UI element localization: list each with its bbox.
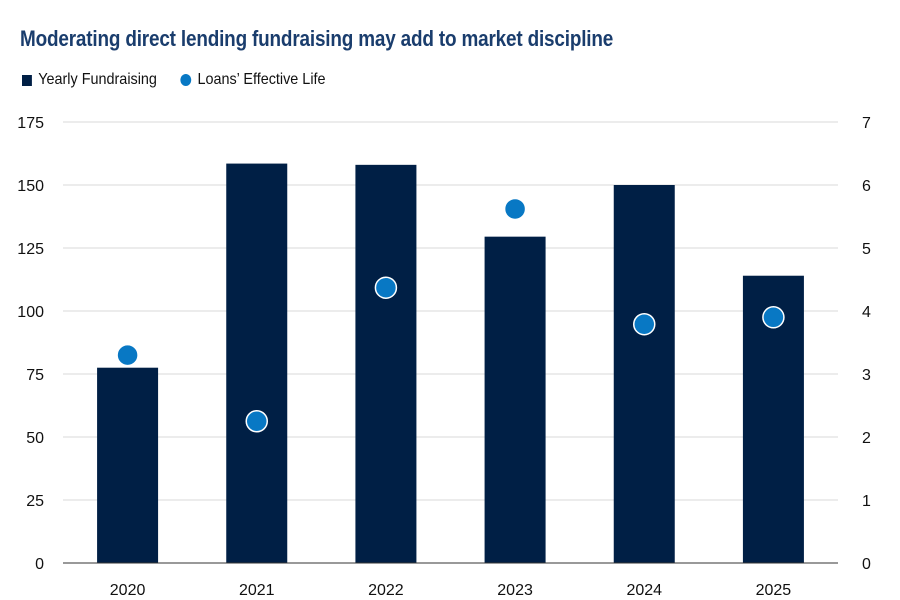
legend-circle-marker <box>180 74 192 86</box>
data-point <box>116 343 139 367</box>
y-left-tick-label: 25 <box>26 493 44 510</box>
y-right-tick-label: 7 <box>862 115 871 132</box>
y-left-tick-label: 125 <box>17 241 44 258</box>
x-tick-label: 2024 <box>626 582 662 599</box>
y-left-tick-label: 150 <box>17 178 44 195</box>
data-point <box>503 197 527 221</box>
y-right-tick-label: 5 <box>862 241 871 258</box>
legend-item-fundraising: Yearly Fundraising <box>22 71 157 89</box>
y-right-tick-label: 4 <box>862 304 871 321</box>
y-right-tick-label: 6 <box>862 178 871 195</box>
x-tick-label: 2022 <box>368 582 404 599</box>
y-left-tick-label: 100 <box>17 304 44 321</box>
bar <box>97 367 159 563</box>
y-right-tick-label: 3 <box>862 367 871 384</box>
bar-series <box>97 163 804 563</box>
chart-legend: Yearly Fundraising Loans’ Effective Life <box>22 71 349 89</box>
scatter-series <box>116 197 785 433</box>
y-right-tick-label: 2 <box>862 430 871 447</box>
x-tick-label: 2020 <box>110 582 146 599</box>
y-left-tick-label: 0 <box>35 556 44 573</box>
data-point <box>762 306 785 329</box>
bar <box>484 236 546 563</box>
data-point <box>374 276 398 299</box>
axes: 0 25 50 75 100 125 150 175 0 1 2 3 4 5 6 7 2020 2021 2022 2… <box>17 115 871 599</box>
bar <box>226 163 288 563</box>
bar <box>613 185 675 563</box>
legend-item-effective-life: Loans’ Effective Life <box>180 71 326 89</box>
y-left-tick-label: 50 <box>26 430 44 447</box>
y-left-tick-label: 175 <box>17 115 44 132</box>
gridlines <box>63 121 838 501</box>
bar <box>355 164 417 563</box>
x-tick-label: 2023 <box>497 582 533 599</box>
x-tick-label: 2025 <box>756 582 792 599</box>
y-right-tick-label: 1 <box>862 493 871 510</box>
data-point <box>245 410 268 433</box>
y-right-tick-label: 0 <box>862 556 871 573</box>
legend-label-effective-life: Loans’ Effective Life <box>197 71 326 88</box>
legend-label-fundraising: Yearly Fundraising <box>38 71 157 88</box>
legend-square-marker <box>22 74 32 86</box>
y-left-tick-label: 75 <box>26 367 44 384</box>
x-tick-label: 2021 <box>239 582 275 599</box>
chart-title: Moderating direct lending fundraising ma… <box>20 26 614 51</box>
data-point <box>633 312 656 336</box>
